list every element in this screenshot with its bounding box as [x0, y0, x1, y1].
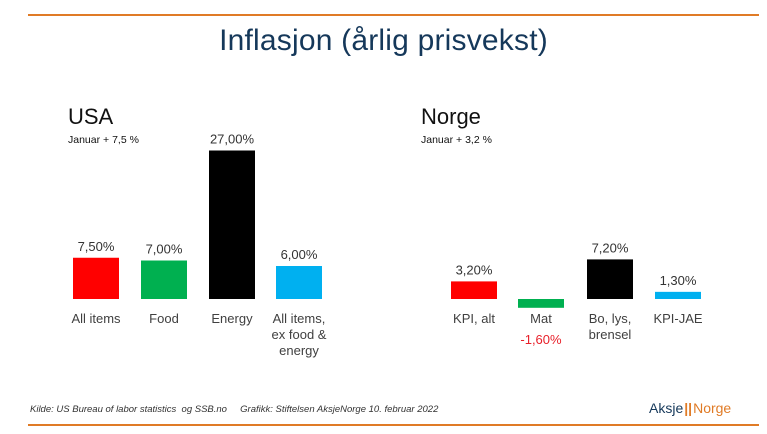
- norge-data-label-4: 1,30%: [660, 273, 697, 288]
- norge-category-label-2-line-1: Mat: [530, 311, 552, 326]
- norge-bar-4: [655, 291, 701, 299]
- norge-bar-3: [587, 259, 633, 299]
- usa-bar-1: [73, 257, 119, 299]
- usa-category-label-3-line-1: Energy: [211, 311, 253, 326]
- usa-data-label-3: 27,00%: [210, 132, 255, 147]
- norge-data-label-1: 3,20%: [456, 262, 493, 277]
- norge-chart-subtitle: Januar + 3,2 %: [421, 134, 492, 146]
- brand-part-norge: Norge: [693, 400, 732, 416]
- top-accent-line: [28, 14, 759, 16]
- usa-chart-subtitle: Januar + 7,5 %: [68, 134, 139, 146]
- brand-logo: Aksje||Norge: [649, 400, 731, 416]
- usa-category-label-2-line-1: Food: [149, 311, 179, 326]
- norge-category-label-4-line-1: KPI-JAE: [653, 311, 702, 326]
- usa-bar-2: [141, 260, 187, 299]
- norge-category-label-3-line-2: brensel: [589, 327, 632, 342]
- usa-bar-4: [276, 266, 322, 299]
- norge-category-label-1-line-1: KPI, alt: [453, 311, 495, 326]
- norge-category-label-3-line-1: Bo, lys,: [589, 311, 632, 326]
- norge-data-label-2: -1,60%: [520, 332, 562, 347]
- usa-chart-title: USA: [68, 104, 114, 129]
- usa-category-label-1-line-1: All items: [71, 311, 121, 326]
- norge-bar-1: [451, 281, 497, 299]
- usa-category-label-4-line-1: All items,: [273, 311, 326, 326]
- norge-data-label-3: 7,20%: [592, 240, 629, 255]
- usa-data-label-2: 7,00%: [146, 242, 183, 257]
- usa-bar-3: [209, 150, 255, 299]
- usa-category-label-4-line-3: energy: [279, 343, 319, 358]
- norge-bar-2: [518, 299, 564, 308]
- brand-part-aksje: Aksje: [649, 400, 684, 416]
- brand-separator: ||: [684, 400, 693, 416]
- norge-chart-title: Norge: [421, 104, 481, 129]
- page-title: Inflasjon (årlig prisvekst): [219, 24, 548, 57]
- bottom-accent-line: [28, 424, 759, 426]
- usa-data-label-4: 6,00%: [281, 247, 318, 262]
- footer-source: Kilde: US Bureau of labor statistics og …: [30, 404, 439, 415]
- usa-data-label-1: 7,50%: [78, 239, 115, 254]
- usa-category-label-4-line-2: ex food &: [272, 327, 327, 342]
